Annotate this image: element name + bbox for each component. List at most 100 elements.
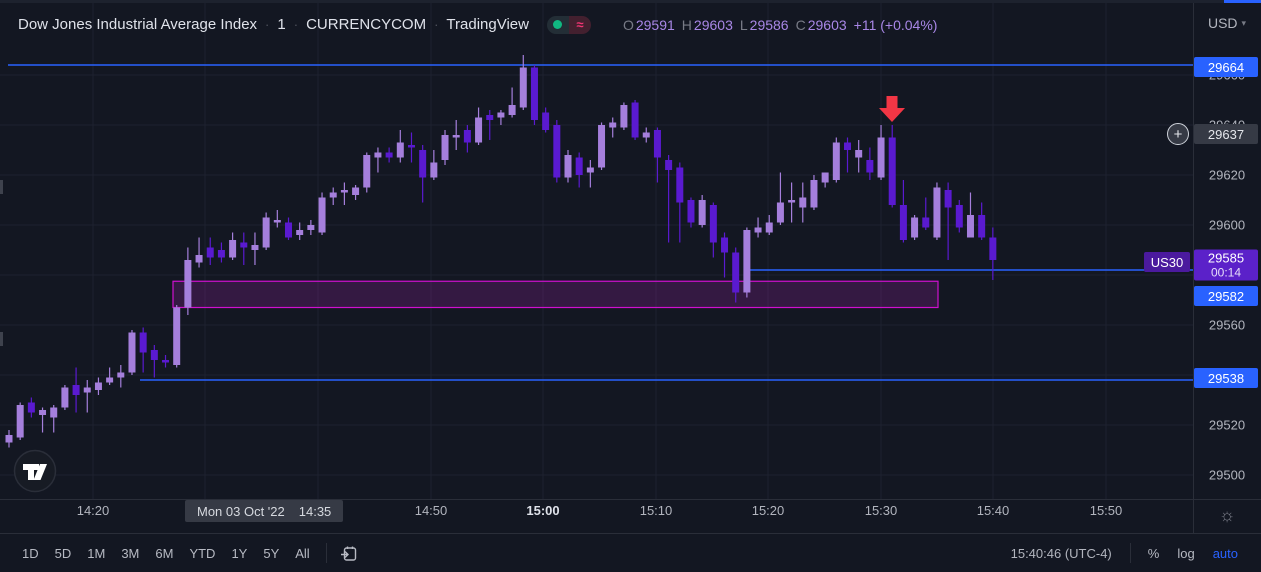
- range-button-1d[interactable]: 1D: [22, 545, 39, 561]
- candle-down: [553, 125, 561, 178]
- exchange-name[interactable]: CURRENCYCOM: [306, 16, 427, 33]
- candle-up: [117, 372, 125, 378]
- high-value: 29603: [693, 16, 733, 33]
- candle-down: [206, 247, 214, 258]
- log-scale-button[interactable]: log: [1177, 545, 1195, 561]
- candle-up: [173, 307, 181, 365]
- candle-up: [430, 162, 438, 178]
- candle-up: [273, 220, 281, 223]
- toolbar-border: [0, 533, 1261, 534]
- top-edge-progress-strip: [1224, 0, 1261, 3]
- candle-down: [709, 205, 717, 243]
- candle-up: [497, 112, 505, 118]
- candle-down: [530, 67, 538, 120]
- time-tick-label: 15:30: [864, 503, 898, 518]
- percent-scale-button[interactable]: %: [1147, 545, 1160, 561]
- candle-down: [72, 385, 80, 395]
- candle-down: [542, 112, 550, 130]
- candle-up: [508, 105, 516, 115]
- currency-value: USD: [1207, 15, 1238, 31]
- price-tick-label: 29560: [1208, 317, 1246, 333]
- go-to-date-button[interactable]: [335, 541, 363, 565]
- candle-up: [441, 135, 449, 160]
- sell-arrow-icon: [879, 96, 905, 122]
- candle-up: [620, 105, 628, 128]
- candle-up: [5, 435, 13, 443]
- candle-up: [642, 132, 650, 138]
- candle-up: [262, 217, 270, 248]
- candle-down: [844, 142, 851, 150]
- candle-up: [61, 387, 69, 408]
- currency-selector[interactable]: USD ▾: [1193, 3, 1261, 43]
- time-axis-border: [0, 499, 1261, 500]
- range-button-5y[interactable]: 5Y: [263, 545, 280, 561]
- crosshair-time: 14:35: [298, 503, 332, 519]
- candle-up: [598, 125, 606, 168]
- time-tick-label: 14:20: [76, 503, 110, 518]
- candle-up: [698, 200, 706, 225]
- price-axis-border: [1193, 3, 1194, 533]
- brand-name[interactable]: TradingView: [446, 16, 529, 33]
- candle-down: [285, 222, 292, 238]
- symbol-title[interactable]: Dow Jones Industrial Average Index: [18, 16, 258, 33]
- time-tick-label: 15:50: [1089, 503, 1123, 518]
- separator-dot: ·: [293, 17, 299, 32]
- range-button-all[interactable]: All: [295, 545, 310, 561]
- price-tick-label: 29520: [1208, 417, 1246, 433]
- range-button-6m[interactable]: 6M: [155, 545, 174, 561]
- candle-up: [743, 230, 751, 293]
- range-button-1y[interactable]: 1Y: [231, 545, 248, 561]
- bar-countdown: 00:14: [1210, 265, 1242, 279]
- candle-down: [653, 130, 661, 158]
- range-button-1m[interactable]: 1M: [87, 545, 106, 561]
- candle-down: [385, 152, 393, 158]
- chevron-down-icon: ▾: [1241, 17, 1247, 28]
- candle-up: [396, 142, 404, 158]
- candle-up: [39, 410, 47, 415]
- interval-value[interactable]: 1: [277, 16, 286, 33]
- candle-up: [195, 255, 203, 263]
- candle-up: [128, 332, 136, 373]
- last-price-badge: 29585 00:14: [1194, 249, 1258, 281]
- low-label: L: [739, 16, 748, 33]
- candle-up: [832, 142, 840, 180]
- candle-down: [721, 237, 729, 253]
- candle-up: [251, 245, 259, 250]
- add-alert-plus-button[interactable]: +: [1167, 123, 1189, 145]
- bottom-toolbar: 1D 5D 1M 3M 6M YTD 1Y 5Y All 15:40:46 (UTC-4) % …: [0, 534, 1261, 572]
- candle-up: [363, 155, 371, 188]
- clock-readout[interactable]: 15:40:46 (UTC-4): [1010, 545, 1112, 561]
- range-button-3m[interactable]: 3M: [121, 545, 140, 561]
- level-price-badge: 29664: [1194, 57, 1258, 77]
- candle-down: [217, 250, 225, 258]
- range-button-ytd[interactable]: YTD: [189, 545, 216, 561]
- candle-down: [665, 160, 673, 170]
- candle-up: [229, 240, 237, 258]
- toolbar-divider: [1129, 543, 1131, 563]
- price-tick-label: 29600: [1208, 217, 1246, 233]
- candle-up: [296, 230, 304, 235]
- candle-up: [475, 117, 483, 143]
- high-label: H: [681, 16, 692, 33]
- top-edge-strip: [0, 0, 1261, 3]
- auto-scale-button[interactable]: auto: [1212, 545, 1238, 561]
- candle-down: [240, 242, 248, 248]
- candle-down: [150, 350, 158, 360]
- candle-up: [519, 67, 527, 108]
- market-status-pill[interactable]: ≈: [546, 15, 591, 34]
- low-value: 29586: [749, 16, 789, 33]
- candle-down: [463, 130, 471, 143]
- candlestick-chart[interactable]: [0, 0, 1193, 531]
- date-range-buttons: 1D 5D 1M 3M 6M YTD 1Y 5Y All: [14, 542, 318, 565]
- axis-settings-icon[interactable]: ☼: [1218, 504, 1236, 525]
- tradingview-logo[interactable]: [13, 449, 57, 493]
- candle-up: [799, 197, 807, 208]
- candle-down: [676, 167, 684, 203]
- range-button-5d[interactable]: 5D: [54, 545, 72, 561]
- candle-down: [944, 190, 952, 208]
- time-tick-label: 15:40: [976, 503, 1010, 518]
- candle-down: [732, 252, 740, 293]
- candle-up: [586, 167, 594, 173]
- crosshair-time-badge: Mon 03 Oct '22 14:35: [185, 500, 344, 522]
- candle-up: [352, 187, 360, 195]
